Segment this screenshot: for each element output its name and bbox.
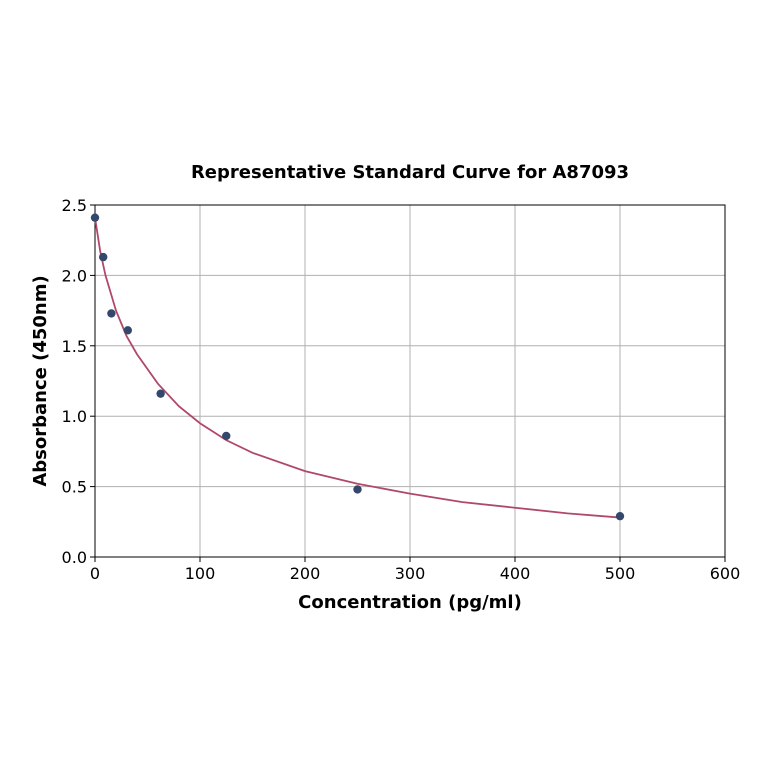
y-axis-label: Absorbance (450nm) [30,275,51,486]
x-axis-label: Concentration (pg/ml) [298,592,522,613]
y-tick-label: 0.5 [62,478,87,497]
data-point [123,326,133,335]
data-point [353,485,362,494]
x-tick-label: 200 [290,564,321,583]
grid-lines [94,204,726,558]
x-tick-label: 0 [90,564,100,583]
x-tick-label: 300 [395,564,426,583]
data-point [222,431,231,441]
data-points [90,213,625,521]
x-tick-label: 100 [185,564,216,583]
y-tick-label: 1.0 [62,407,87,426]
data-point [90,213,100,222]
data-point [107,309,116,318]
y-tick-label: 0.0 [62,548,87,567]
fit-curve [94,217,621,519]
x-tick-label: 500 [605,564,636,583]
y-tick-label: 2.5 [62,196,87,215]
x-tick-label: 400 [500,564,531,583]
y-tick-label: 2.0 [62,266,87,285]
data-point [615,511,625,521]
data-point [98,252,108,262]
y-tick-label: 1.5 [62,337,87,356]
chart-title: Representative Standard Curve for A87093 [191,162,629,183]
x-tick-label: 600 [710,564,741,583]
axis-ticks: 0 100 200 300 400 500 600 0.0 0.5 1.0 1.5 2.0 2.5 [62,196,741,583]
data-point [156,389,165,398]
